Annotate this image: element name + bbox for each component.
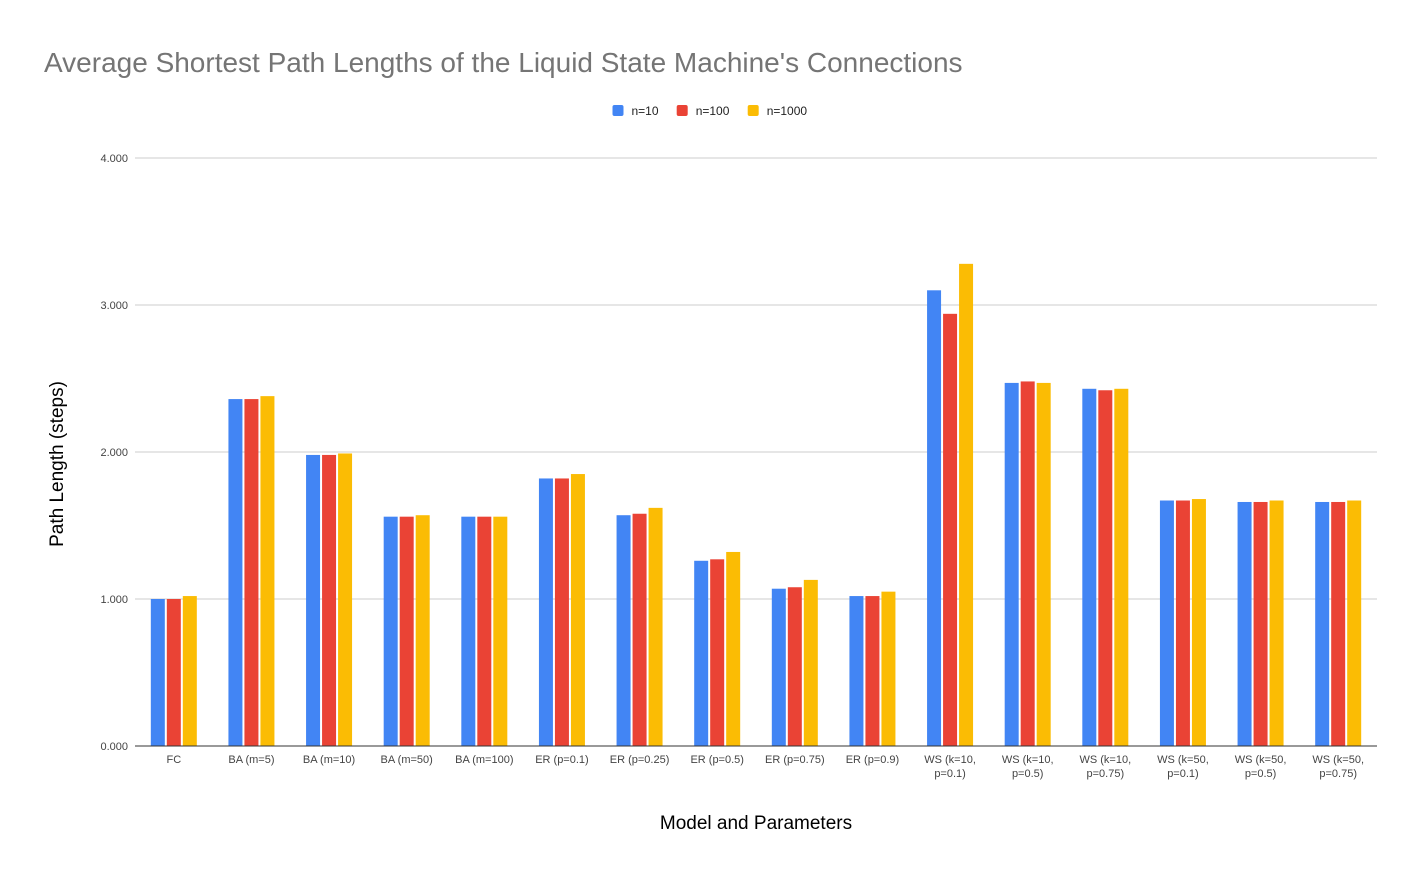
bar (415, 515, 430, 746)
bar (461, 516, 476, 746)
x-tick-label: BA (m=5) (228, 754, 274, 766)
bar (166, 599, 181, 746)
bar (787, 587, 802, 746)
bar (306, 454, 321, 746)
legend: n=10 n=100 n=1000 (612, 104, 808, 118)
bar (803, 579, 818, 746)
x-tick-label: WS (k=10, p=0.5) (1002, 754, 1054, 780)
legend-label: n=10 (632, 104, 659, 118)
bar (865, 596, 880, 746)
bar (1253, 501, 1268, 746)
bar (1237, 501, 1252, 746)
bar (383, 516, 398, 746)
bar (1114, 388, 1129, 746)
bar (1175, 500, 1190, 746)
bar (694, 560, 709, 746)
bar (1331, 501, 1346, 746)
bar (927, 290, 942, 746)
x-tick-label: ER (p=0.25) (610, 754, 670, 766)
y-tick-label: 3.000 (100, 300, 128, 312)
bar (1004, 382, 1019, 746)
bar (881, 591, 896, 746)
bar (1036, 382, 1051, 746)
x-tick-label: WS (k=10, p=0.75) (1079, 754, 1131, 780)
legend-label: n=100 (696, 104, 730, 118)
bar (1191, 499, 1206, 746)
x-tick-label: WS (k=50, p=0.5) (1235, 754, 1287, 780)
x-tick-label: BA (m=100) (455, 754, 513, 766)
bar (1347, 500, 1362, 746)
bar (1159, 500, 1174, 746)
bar (182, 596, 197, 746)
bar (959, 263, 974, 746)
x-tick-label: WS (k=50, p=0.75) (1312, 754, 1364, 780)
x-tick-label: WS (k=50, p=0.1) (1157, 754, 1209, 780)
bar (1315, 501, 1330, 746)
bar (771, 588, 786, 746)
bar (493, 516, 508, 746)
legend-swatch (676, 105, 688, 116)
bar (943, 313, 958, 746)
x-axis-ticks: FC BA (m=5) BA (m=10) BA (m=50) BA (m=100) ER… (166, 754, 1364, 780)
bar (1020, 381, 1035, 746)
bar (228, 399, 243, 746)
bar (726, 551, 741, 746)
x-tick-label: ER (p=0.75) (765, 754, 825, 766)
legend-item: n=10 (612, 104, 659, 118)
bars (150, 263, 1362, 746)
x-axis-title: Model and Parameters (660, 813, 852, 834)
x-tick-label: ER (p=0.9) (846, 754, 900, 766)
legend-label: n=1000 (767, 104, 808, 118)
y-tick-label: 0.000 (100, 741, 128, 753)
y-axis-ticks: 0.000 1.000 2.000 3.000 4.000 (100, 153, 128, 753)
x-tick-label: BA (m=10) (303, 754, 355, 766)
legend-swatch (612, 105, 624, 116)
legend-item: n=100 (676, 104, 730, 118)
bar (322, 454, 337, 746)
bar (570, 474, 585, 746)
y-tick-label: 1.000 (100, 594, 128, 606)
legend-swatch (747, 105, 759, 116)
y-tick-label: 4.000 (100, 153, 128, 165)
bar (1098, 390, 1113, 746)
legend-item: n=1000 (747, 104, 808, 118)
bar (150, 599, 165, 746)
bar (1269, 500, 1284, 746)
chart-title: Average Shortest Path Lengths of the Liq… (44, 47, 963, 78)
bar (554, 478, 569, 746)
x-tick-label: FC (166, 754, 181, 766)
x-tick-label: BA (m=50) (381, 754, 433, 766)
y-axis-title: Path Length (steps) (47, 381, 68, 547)
x-tick-label: WS (k=10, p=0.1) (924, 754, 976, 780)
bar (260, 396, 275, 746)
bar (648, 507, 663, 746)
bar (538, 478, 553, 746)
gridlines (135, 157, 1377, 600)
bar (399, 516, 414, 746)
bar (1082, 388, 1097, 746)
bar (244, 399, 259, 746)
x-tick-label: ER (p=0.1) (535, 754, 589, 766)
y-tick-label: 2.000 (100, 447, 128, 459)
bar (616, 515, 631, 746)
bar (710, 559, 725, 746)
x-tick-label: ER (p=0.5) (690, 754, 744, 766)
bar (849, 596, 864, 746)
bar (338, 453, 353, 746)
bar (477, 516, 492, 746)
bar (632, 513, 647, 746)
